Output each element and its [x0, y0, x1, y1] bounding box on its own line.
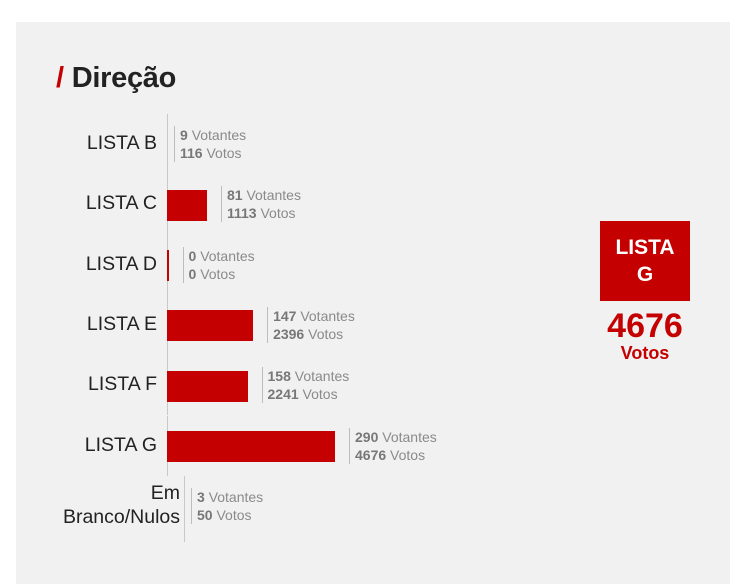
bar: [167, 189, 207, 221]
data-label: 9 Votantes 116 Votos: [174, 126, 246, 162]
category-label: LISTA F: [88, 373, 157, 396]
winner-votes-value: 4676: [607, 307, 683, 345]
category-label: LISTA B: [86, 132, 157, 154]
winner-badge: LISTA G: [600, 221, 690, 301]
category-label: LISTA E: [86, 312, 157, 335]
bar: [167, 310, 254, 342]
title-slash: /: [56, 62, 64, 94]
chart-title: / Direção: [56, 62, 176, 95]
title-text: Direção: [71, 62, 177, 94]
winner-name-line2: G: [636, 263, 654, 286]
category-label: LISTA G: [84, 433, 157, 456]
chart-panel: [16, 22, 730, 584]
bar: [167, 431, 335, 462]
axis-line: [167, 114, 168, 175]
data-label: 147 Votantes 2396 Votos: [267, 306, 355, 343]
bar: [167, 370, 248, 402]
category-label: LISTA D: [85, 252, 157, 275]
axis-line: [184, 475, 185, 542]
data-label: 158 Votantes 2241 Votos: [261, 367, 349, 404]
data-label: 290 Votantes 4676 Votos: [349, 427, 437, 464]
winner-name-line1: LISTA: [615, 236, 675, 259]
data-label: 81 Votantes 1113 Votos: [220, 186, 301, 223]
winner-votes-unit: Votos: [620, 343, 670, 363]
data-label: 3 Votantes 50 Votos: [191, 487, 263, 524]
category-label: LISTA C: [85, 192, 157, 215]
data-label: 0 Votantes 0 Votos: [182, 246, 255, 283]
bar: [167, 250, 169, 282]
category-label: Em Branco/Nulos: [62, 481, 180, 528]
